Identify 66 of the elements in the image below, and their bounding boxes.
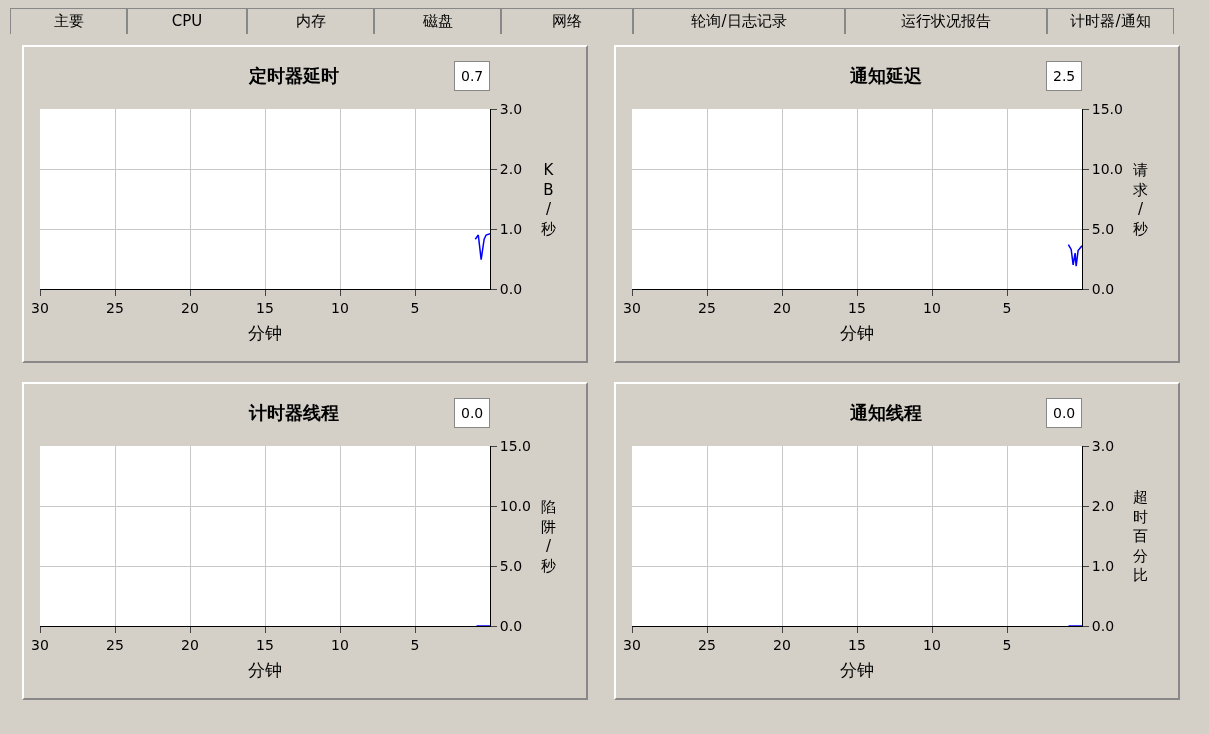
x-tick-label: 25	[106, 299, 124, 316]
y-tick-label: 10.0	[499, 497, 531, 514]
x-tick-label: 20	[773, 299, 791, 316]
x-tick-label: 30	[31, 299, 49, 316]
x-tick-label: 5	[1002, 636, 1012, 653]
y-axis-title: KB/秒	[541, 161, 556, 238]
x-tick-label: 15	[848, 636, 866, 653]
y-tick-label: 3.0	[1091, 437, 1115, 454]
y-tick-label: 2.0	[499, 160, 523, 177]
y-tick-label: 1.0	[1091, 557, 1115, 574]
x-tick-label: 10	[923, 636, 941, 653]
line-series	[474, 233, 490, 261]
x-tick-label: 20	[773, 636, 791, 653]
y-tick-label: 10.0	[1091, 160, 1123, 177]
y-tick-label: 15.0	[1091, 100, 1123, 117]
y-tick-label: 0.0	[1091, 280, 1115, 297]
y-tick-label: 5.0	[499, 557, 523, 574]
chart-title: 计时器线程	[247, 401, 339, 423]
x-tick-label: 5	[410, 299, 420, 316]
x-tick-label: 5	[410, 636, 420, 653]
x-tick-label: 30	[623, 299, 641, 316]
y-axis-title: 请求/秒	[1133, 161, 1148, 238]
x-tick-label: 25	[106, 636, 124, 653]
text: 网络	[501, 8, 633, 34]
x-tick-label: 15	[256, 636, 274, 653]
text: 计时器/通知	[1047, 8, 1174, 34]
x-tick-label: 5	[1002, 299, 1012, 316]
y-tick-label: 0.0	[1091, 617, 1115, 634]
chart-title: 通知线程	[848, 401, 922, 423]
x-axis-title: 分钟	[840, 323, 874, 344]
text: 运行状况报告	[845, 8, 1047, 34]
y-tick-label: 3.0	[499, 100, 523, 117]
text: 轮询/日志记录	[633, 8, 845, 34]
text: 2.5	[1053, 68, 1076, 84]
text: CPU	[127, 8, 247, 34]
x-tick-label: 20	[181, 636, 199, 653]
x-tick-label: 10	[331, 299, 349, 316]
x-tick-label: 15	[848, 299, 866, 316]
x-tick-label: 20	[181, 299, 199, 316]
text: 内存	[247, 8, 374, 34]
text: 0.7	[461, 68, 484, 84]
y-axis-title: 超时百分比	[1133, 488, 1148, 584]
chart-title: 定时器延时	[247, 64, 339, 86]
text: 主要	[10, 8, 127, 34]
y-tick-label: 15.0	[499, 437, 531, 454]
text: 磁盘	[374, 8, 501, 34]
x-axis-title: 分钟	[248, 323, 282, 344]
text: 0.0	[461, 405, 484, 421]
y-tick-label: 1.0	[499, 220, 523, 237]
x-tick-label: 10	[923, 299, 941, 316]
y-tick-label: 5.0	[1091, 220, 1115, 237]
x-tick-label: 15	[256, 299, 274, 316]
x-tick-label: 30	[31, 636, 49, 653]
y-tick-label: 0.0	[499, 280, 523, 297]
x-tick-label: 30	[623, 636, 641, 653]
x-tick-label: 10	[331, 636, 349, 653]
x-tick-label: 25	[698, 636, 716, 653]
y-tick-label: 2.0	[1091, 497, 1115, 514]
y-tick-label: 0.0	[499, 617, 523, 634]
line-series	[1067, 243, 1082, 267]
x-axis-title: 分钟	[840, 660, 874, 681]
x-tick-label: 25	[698, 299, 716, 316]
text: 0.0	[1053, 405, 1076, 421]
x-axis-title: 分钟	[248, 660, 282, 681]
chart-title: 通知延迟	[848, 64, 923, 86]
y-axis-title: 陷阱/秒	[541, 498, 556, 575]
